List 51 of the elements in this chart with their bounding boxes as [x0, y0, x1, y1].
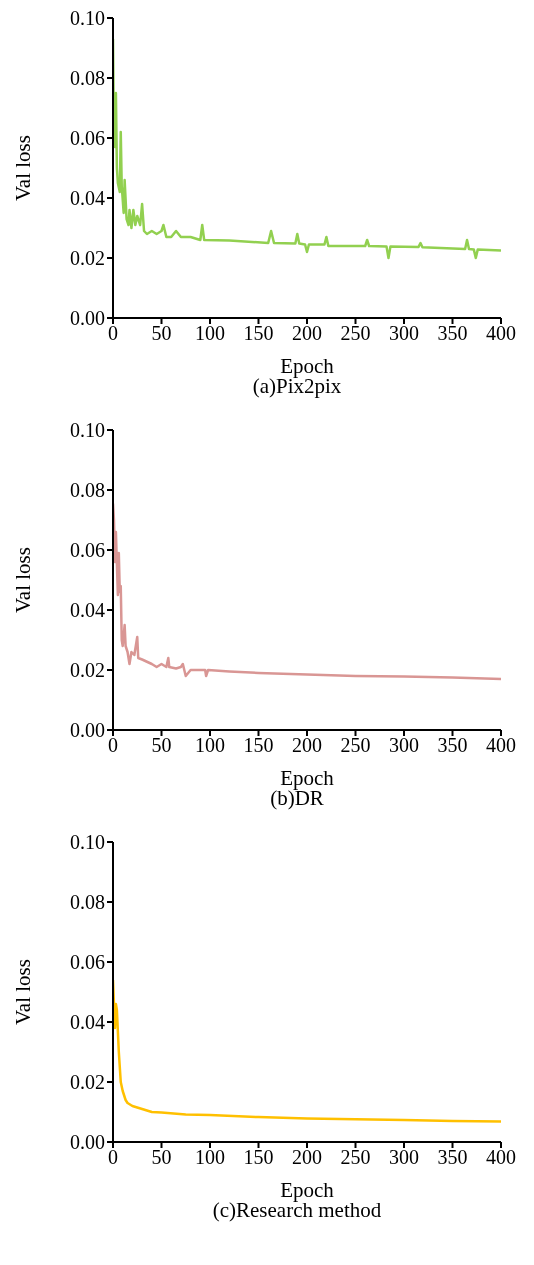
x-tick-label: 100 [195, 734, 225, 757]
y-tick-label: 0.02 [70, 659, 105, 682]
y-tick-label: 0.06 [70, 539, 105, 562]
y-tick-label: 0.04 [70, 599, 105, 622]
y-tick-label: 0.00 [70, 1131, 105, 1154]
x-tick-label: 200 [292, 734, 322, 757]
y-tick-label: 0.10 [70, 7, 105, 30]
y-tick-label: 0.08 [70, 891, 105, 914]
y-tick-label: 0.10 [70, 831, 105, 854]
x-tick-label: 400 [486, 322, 516, 345]
y-tick-label: 0.08 [70, 67, 105, 90]
x-tick-label: 350 [437, 734, 468, 757]
x-tick-label: 150 [243, 1146, 274, 1169]
x-tick-label: 300 [389, 1146, 419, 1169]
x-tick-label: 350 [437, 1146, 468, 1169]
x-tick-label: 100 [195, 1146, 225, 1169]
y-tick-label: 0.04 [70, 1011, 105, 1034]
x-tick-label: 0 [108, 734, 118, 757]
y-tick-label: 0.08 [70, 479, 105, 502]
x-tick-label: 0 [108, 322, 118, 345]
x-tick-label: 300 [389, 734, 419, 757]
x-tick-label: 100 [195, 322, 225, 345]
x-tick-label: 150 [243, 322, 274, 345]
x-tick-label: 250 [340, 322, 371, 345]
x-tick-label: 0 [108, 1146, 118, 1169]
x-tick-label: 200 [292, 322, 322, 345]
y-tick-label: 0.02 [70, 247, 105, 270]
y-axis-title: Val loss [11, 959, 36, 1025]
x-tick-label: 50 [151, 734, 172, 757]
x-tick-label: 400 [486, 734, 516, 757]
x-tick-label: 50 [151, 1146, 172, 1169]
y-axis-title: Val loss [11, 135, 36, 201]
x-tick-label: 50 [151, 322, 172, 345]
y-tick-label: 0.00 [70, 719, 105, 742]
x-axis-title: Epoch [280, 1178, 335, 1202]
y-tick-label: 0.02 [70, 1071, 105, 1094]
y-tick-label: 0.10 [70, 419, 105, 442]
x-tick-label: 200 [292, 1146, 322, 1169]
x-axis-title: Epoch [280, 354, 335, 378]
x-axis-title: Epoch [280, 766, 335, 790]
x-tick-label: 350 [437, 322, 468, 345]
y-tick-label: 0.04 [70, 187, 105, 210]
y-tick-label: 0.06 [70, 951, 105, 974]
x-tick-label: 250 [340, 1146, 371, 1169]
x-tick-label: 300 [389, 322, 419, 345]
y-tick-label: 0.00 [70, 307, 105, 330]
x-tick-label: 150 [243, 734, 274, 757]
x-tick-label: 400 [486, 1146, 516, 1169]
y-axis-title: Val loss [11, 547, 36, 613]
x-tick-label: 250 [340, 734, 371, 757]
y-tick-label: 0.06 [70, 127, 105, 150]
